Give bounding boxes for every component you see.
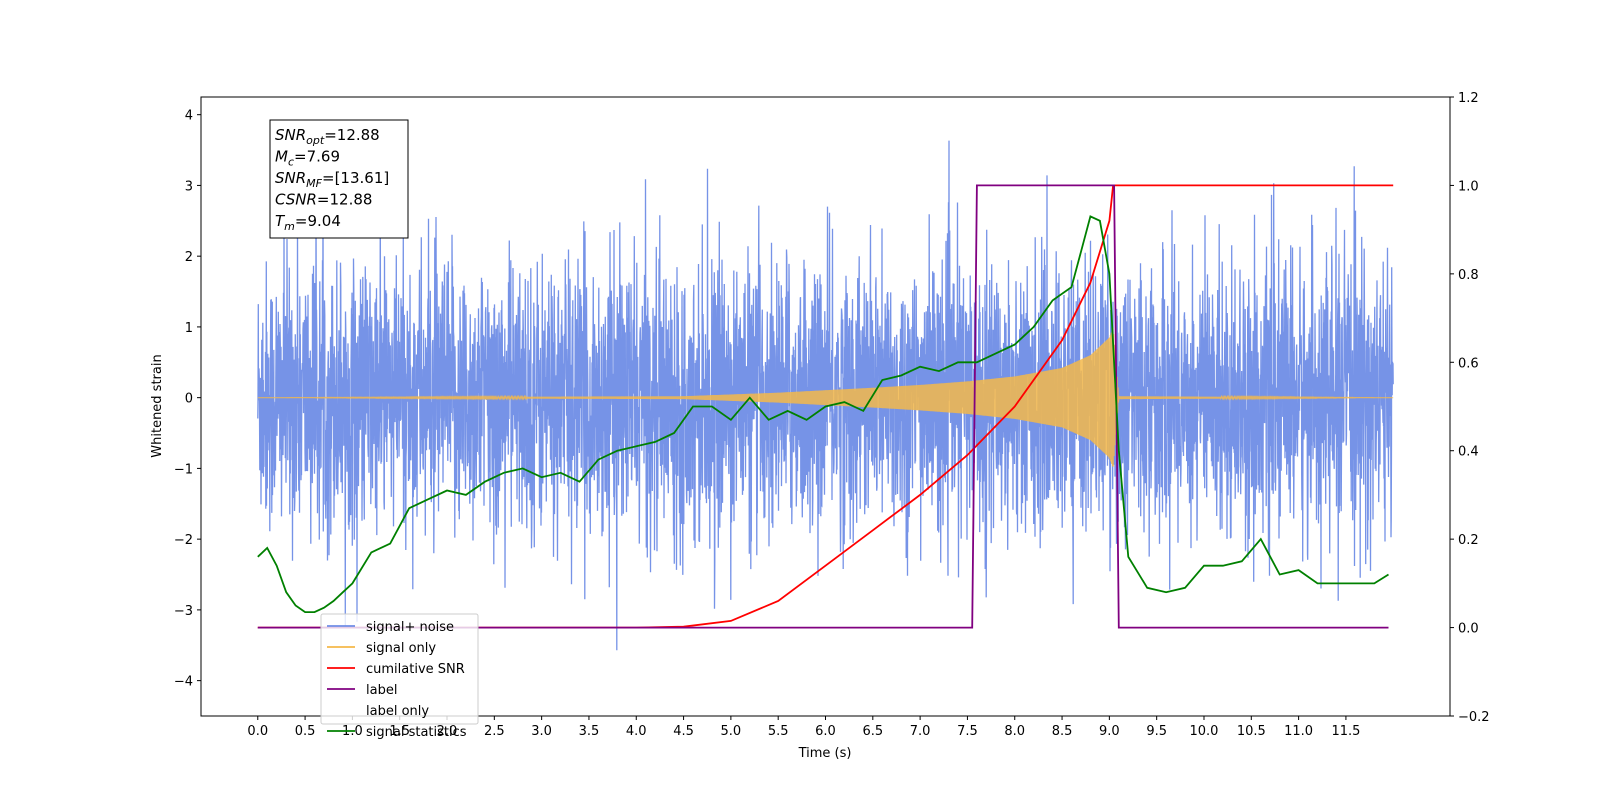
y-right-tick-label: 0.0: [1458, 622, 1479, 637]
x-tick-label: 9.0: [1099, 724, 1120, 739]
y-left-tick-label: −2: [174, 533, 193, 548]
y-left-tick-label: −1: [174, 462, 193, 477]
series-signal-plus-noise: [257, 140, 1394, 651]
x-tick-label: 10.5: [1237, 724, 1266, 739]
x-tick-label: 10.0: [1190, 724, 1219, 739]
signal-statistics-line: [257, 215, 1389, 613]
x-tick-label: 2.0: [437, 724, 458, 739]
x-axis-label: Time (s): [798, 746, 852, 761]
annotation-box: SNRopt=12.88Mc=7.69SNRMF=[13.61]CSNR=12.…: [269, 119, 409, 239]
x-tick-label: 1.5: [389, 724, 410, 739]
y-left-tick-label: 1: [185, 321, 193, 336]
y-left-axis-ticks: 4 3 2 1 0 −1 −2 −3 −4: [174, 109, 201, 690]
y-right-tick-label: 1.2: [1458, 91, 1479, 106]
legend-entry: label only: [366, 704, 429, 719]
x-tick-label: 0.0: [247, 724, 268, 739]
x-tick-label: 4.0: [626, 724, 647, 739]
x-tick-label: 5.5: [768, 724, 789, 739]
legend-entry: label: [366, 683, 397, 698]
x-tick-label: 2.5: [484, 724, 505, 739]
legend-entry: signal only: [366, 641, 436, 656]
x-tick-label: 5.0: [721, 724, 742, 739]
signal-noise-line: [257, 140, 1394, 651]
label-line: [257, 184, 1389, 629]
y-right-tick-label: 0.4: [1458, 445, 1479, 460]
legend: signal+ noise signal only cumilative SNR la…: [320, 613, 479, 740]
annotation-line: SNRMF=[13.61]: [275, 169, 389, 190]
y-left-tick-label: 0: [185, 392, 193, 407]
x-tick-label: 3.0: [531, 724, 552, 739]
x-tick-label: 8.5: [1052, 724, 1073, 739]
y-right-tick-label: −0.2: [1458, 710, 1490, 725]
x-tick-label: 6.5: [862, 724, 883, 739]
x-tick-label: 7.5: [957, 724, 978, 739]
series-lines: [257, 184, 1394, 629]
legend-entry: signal+ noise: [366, 620, 454, 635]
annotation-line: Tm=9.04: [275, 212, 341, 233]
x-tick-label: 0.5: [295, 724, 316, 739]
y-left-tick-label: 4: [185, 109, 193, 124]
annotation-line: CSNR=12.88: [275, 191, 372, 209]
y-right-tick-label: 0.2: [1458, 533, 1479, 548]
series-signal-only: [257, 327, 1394, 467]
y-left-tick-label: −4: [174, 675, 193, 690]
y-axis-label: Whitened strain: [150, 354, 165, 457]
y-left-tick-label: −3: [174, 604, 193, 619]
x-tick-label: 11.5: [1331, 724, 1360, 739]
y-right-tick-label: 0.6: [1458, 356, 1479, 371]
x-tick-label: 11.0: [1284, 724, 1313, 739]
signal-only-line: [257, 327, 1394, 467]
x-tick-label: 3.5: [579, 724, 600, 739]
y-left-tick-label: 2: [185, 250, 193, 265]
x-tick-label: 8.0: [1004, 724, 1025, 739]
x-tick-label: 6.0: [815, 724, 836, 739]
legend-entry: signal statistics: [366, 725, 467, 740]
y-left-tick-label: 3: [185, 179, 193, 194]
x-axis-ticks: 0.0 0.5 1.0 1.5 2.0 2.5 3.0 3.5 4.0 4.5 5.0 5.5 6.0 6…: [247, 716, 1360, 739]
legend-frame: [320, 613, 479, 725]
x-tick-label: 4.5: [673, 724, 694, 739]
y-right-tick-label: 0.8: [1458, 268, 1479, 283]
x-tick-label: 7.0: [910, 724, 931, 739]
legend-entry: cumilative SNR: [366, 662, 465, 677]
plot-area: [257, 140, 1394, 651]
annotation-line: Mc=7.69: [275, 148, 340, 169]
annotation-frame: [269, 119, 409, 239]
annotation-line: SNRopt=12.88: [275, 126, 380, 147]
y-right-tick-label: 1.0: [1458, 179, 1479, 194]
y-right-axis-ticks: 1.2 1.0 0.8 0.6 0.4 0.2 0.0 −0.2: [1450, 91, 1490, 725]
x-tick-label: 9.5: [1146, 724, 1167, 739]
